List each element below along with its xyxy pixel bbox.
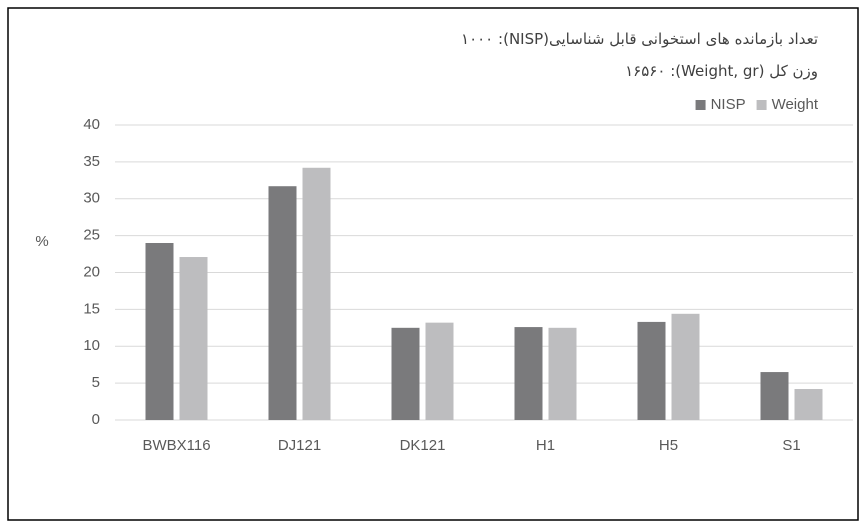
x-tick-label: BWBX116 [142, 437, 210, 454]
bar [794, 389, 823, 420]
y-tick-label: 10 [83, 337, 100, 354]
y-tick-label: 25 [83, 227, 100, 244]
y-tick-label: 5 [92, 374, 100, 391]
x-tick-label: DK121 [400, 437, 446, 454]
y-tick-label: 15 [83, 300, 100, 317]
y-axis-label: % [35, 233, 48, 250]
legend-swatch [756, 100, 767, 110]
bar [760, 372, 789, 420]
bar [637, 321, 666, 420]
legend-label: NISP [711, 96, 746, 113]
legend-label: Weight [772, 96, 819, 113]
bar [671, 313, 700, 420]
y-tick-label: 30 [83, 190, 100, 207]
annotation: تعداد بازمانده های استخوانی قابل شناسایی… [461, 30, 818, 48]
bar [268, 186, 297, 420]
bar [425, 322, 454, 420]
x-tick-label: H1 [536, 437, 555, 454]
y-tick-label: 0 [92, 411, 100, 428]
x-tick-label: S1 [782, 437, 800, 454]
legend-swatch [695, 100, 706, 110]
bar [302, 167, 331, 420]
bar [145, 243, 174, 420]
x-tick-label: DJ121 [278, 437, 321, 454]
bar [514, 327, 543, 420]
y-tick-label: 40 [83, 116, 100, 133]
bar [391, 327, 420, 420]
bar [179, 257, 208, 420]
x-tick-label: H5 [659, 437, 678, 454]
y-tick-label: 35 [83, 153, 100, 170]
y-tick-label: 20 [83, 263, 100, 280]
chart-border [7, 7, 859, 521]
bar [548, 327, 577, 420]
annotation: وزن کل (Weight, gr): ۱۶۵۶۰ [625, 62, 818, 80]
